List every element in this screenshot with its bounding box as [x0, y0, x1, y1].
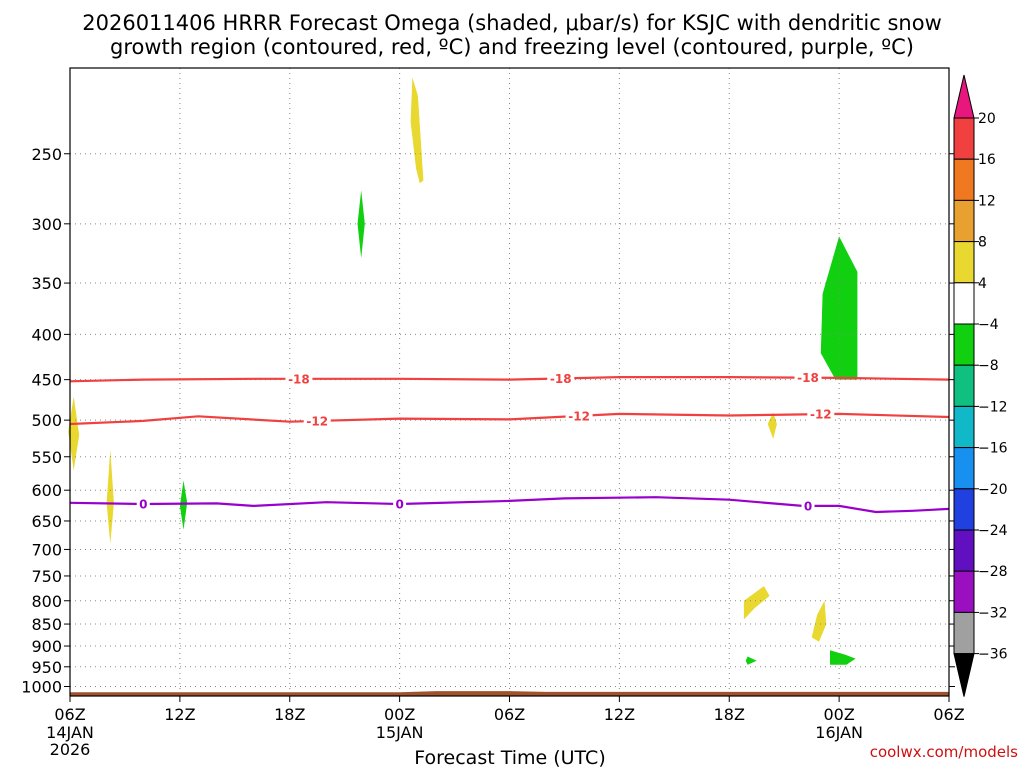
x-tick-date-42: 16JAN [815, 723, 863, 742]
colorbar-label-8: −12 [978, 399, 1008, 415]
chart-title-line2: growth region (contoured, red, ºC) and f… [110, 35, 914, 59]
colorbar-label-13: −32 [978, 605, 1008, 621]
contour-label--18-2: -18 [550, 372, 572, 386]
y-tick-label-750: 750 [31, 567, 62, 586]
y-tick-label-800: 800 [31, 592, 62, 611]
y-tick-label-350: 350 [31, 274, 62, 293]
contour-label-bg--18-1 [285, 371, 313, 386]
y-tick-label-1000: 1000 [21, 678, 62, 697]
colorbar-bin-4 [953, 241, 975, 284]
omega-region-2 [357, 190, 365, 259]
contour-label-bg-0-2 [393, 497, 407, 512]
colorbar-label-12: −28 [978, 564, 1008, 580]
contour-label--12-2: -12 [568, 409, 590, 423]
colorbar-top-arrow [953, 74, 975, 119]
x-tick-label-0: 06Z [54, 705, 85, 724]
contour-label-bg--12-1 [303, 413, 331, 428]
y-tick-label-450: 450 [31, 371, 62, 390]
y-tick-label-500: 500 [31, 411, 62, 430]
colorbar-bin-2 [953, 158, 975, 201]
colorbar-bin-9 [953, 447, 975, 490]
y-tick-label-600: 600 [31, 481, 62, 500]
colorbar: 20 16 12 8 4 −4 −8 −12 −16 −20 −24 −28 −32 −36 [953, 74, 1008, 697]
y-tick-label-950: 950 [31, 658, 62, 677]
contour-label--18-1: -18 [288, 372, 310, 386]
x-tick-label-24: 06Z [494, 705, 525, 724]
colorbar-label-3: 12 [978, 193, 996, 209]
omega-region-11 [830, 650, 856, 665]
x-tick-label-12: 18Z [274, 705, 305, 724]
contour-label-0-1: 0 [139, 498, 147, 512]
colorbar-bin-11 [953, 529, 975, 572]
y-tick-label-400: 400 [31, 325, 62, 344]
colorbar-bin-3 [953, 199, 975, 243]
omega-region-8 [743, 586, 770, 620]
colorbar-label-5: 4 [978, 276, 987, 292]
colorbar-bin-1 [953, 117, 975, 160]
y-tick-label-650: 650 [31, 512, 62, 531]
y-tick-label-250: 250 [31, 145, 62, 164]
contour-label-0-3: 0 [804, 499, 812, 513]
x-tick-year-0: 2026 [50, 740, 91, 759]
y-tick-label-550: 550 [31, 448, 62, 467]
x-tick-date-0: 14JAN [46, 723, 94, 742]
credit-text: coolwx.com/models [870, 743, 1018, 761]
contour-label--12-1: -12 [306, 414, 328, 428]
colorbar-bin-5 [953, 282, 975, 325]
contour-label-bg-0-3 [801, 498, 815, 513]
omega-region-10 [745, 656, 757, 665]
contour-label-bg--12-3 [807, 407, 835, 422]
omega-region-7 [767, 412, 777, 439]
omega-region-6 [179, 480, 188, 530]
colorbar-label-9: −16 [978, 441, 1008, 457]
colorbar-bin-13 [953, 611, 975, 655]
x-tick-label-42: 00Z [823, 705, 854, 724]
colorbar-label-10: −20 [978, 482, 1008, 498]
colorbar-label-4: 8 [978, 235, 987, 251]
colorbar-bottom-arrow [953, 653, 975, 697]
colorbar-bin-12 [953, 570, 975, 613]
colorbar-label-7: −8 [978, 358, 999, 374]
y-tick-label-850: 850 [31, 615, 62, 634]
y-tick-label-700: 700 [31, 540, 62, 559]
contour-label-bg--18-2 [547, 371, 575, 386]
x-tick-label-30: 12Z [604, 705, 635, 724]
colorbar-bin-7 [953, 364, 975, 407]
plot-area: -18 -18 -18 -12 -12 -12 0 0 0 250 300 350 400 450 500 5… [21, 67, 965, 759]
chart-title-line1: 2026011406 HRRR Forecast Omega (shaded, … [82, 11, 942, 35]
contour-label--18-3: -18 [797, 371, 819, 385]
colorbar-bin-10 [953, 488, 975, 531]
omega-region-5 [106, 449, 114, 544]
x-tick-label-48: 06Z [933, 705, 964, 724]
colorbar-label-14: −36 [978, 647, 1008, 663]
contour-label-bg-0-1 [136, 497, 150, 512]
contour-line--12 [69, 412, 950, 426]
omega-region-9 [811, 600, 827, 642]
omega-region-4 [68, 396, 80, 471]
contour-label-bg--18-3 [794, 370, 822, 385]
colorbar-label-6: −4 [978, 317, 999, 333]
y-tick-label-300: 300 [31, 215, 62, 234]
colorbar-label-11: −24 [978, 523, 1008, 539]
terrain-band [70, 691, 949, 696]
colorbar-bin-8 [953, 405, 975, 449]
contour-line-0 [69, 496, 950, 514]
contour-label--12-3: -12 [810, 408, 832, 422]
x-tick-label-18: 00Z [384, 705, 415, 724]
x-tick-label-6: 12Z [164, 705, 195, 724]
colorbar-label-2: 16 [978, 152, 996, 168]
x-tick-date-18: 15JAN [376, 723, 424, 742]
x-tick-label-36: 18Z [714, 705, 745, 724]
x-axis-label: Forecast Time (UTC) [414, 747, 605, 768]
colorbar-bin-6 [953, 323, 975, 366]
y-tick-label-900: 900 [31, 637, 62, 656]
contour-label-0-2: 0 [395, 498, 403, 512]
colorbar-label-1: 20 [978, 111, 996, 127]
contour-label-bg--12-2 [565, 408, 593, 423]
omega-region-1 [410, 77, 424, 184]
